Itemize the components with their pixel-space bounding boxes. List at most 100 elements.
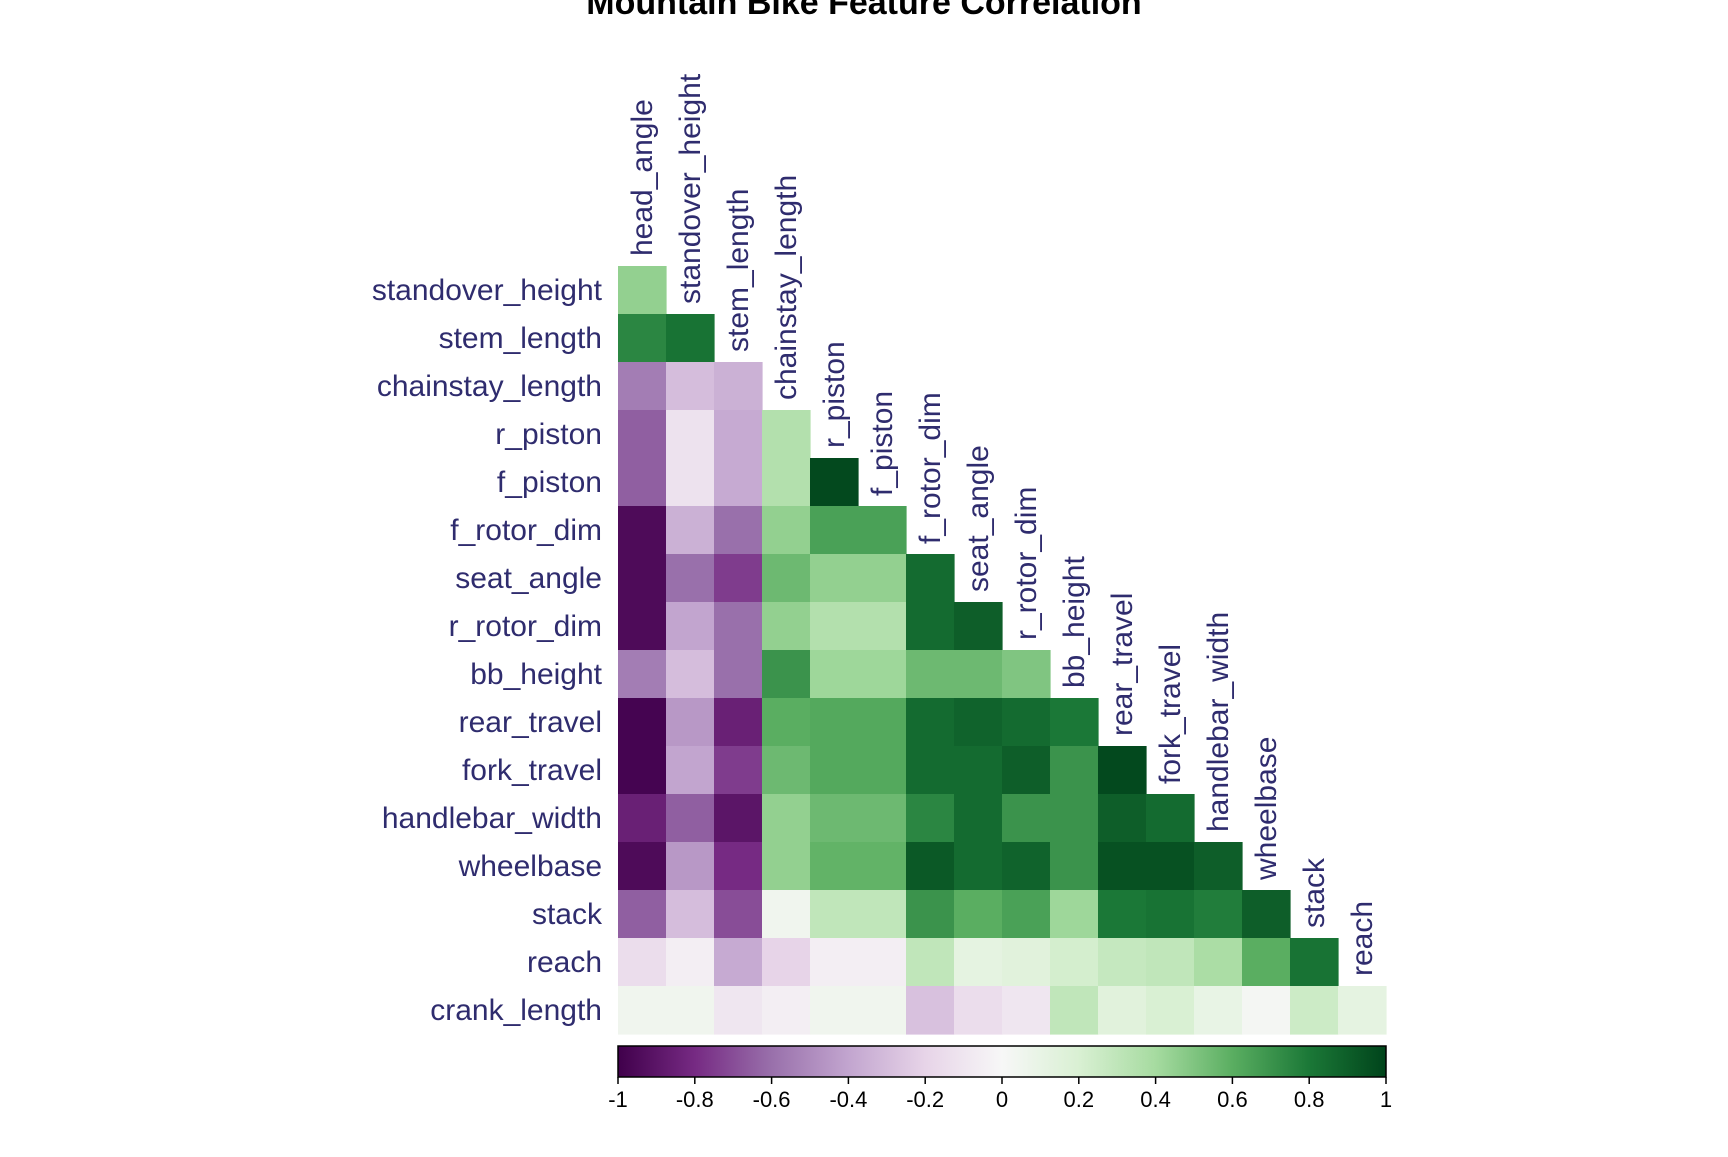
heatmap-cell (906, 650, 955, 699)
colorbar-gradient (617, 1045, 1387, 1078)
row-label: stem_length (439, 322, 602, 355)
heatmap-cell (810, 650, 859, 699)
heatmap-cell (906, 938, 955, 987)
heatmap-cell (714, 410, 763, 459)
row-label: r_piston (495, 418, 602, 451)
heatmap-cell (618, 794, 667, 843)
heatmap-cell (666, 986, 715, 1035)
column-label: stem_length (722, 189, 755, 352)
heatmap-cell (1002, 938, 1051, 987)
heatmap-cell (810, 794, 859, 843)
heatmap-cell (858, 842, 907, 891)
heatmap-cell (618, 506, 667, 555)
heatmap-cell (1242, 986, 1291, 1035)
heatmap-cell (762, 794, 811, 843)
colorbar-tick-label: 0 (996, 1087, 1008, 1112)
heatmap-cell (762, 458, 811, 507)
heatmap-cell (954, 602, 1003, 651)
heatmap-cell (714, 938, 763, 987)
heatmap-cell (1002, 842, 1051, 891)
heatmap-cell (906, 554, 955, 603)
colorbar-tick-label: -0.8 (676, 1087, 714, 1112)
heatmap-cell (618, 746, 667, 795)
heatmap-cell (1290, 986, 1339, 1035)
heatmap-cell (1050, 746, 1099, 795)
row-label: seat_angle (455, 562, 602, 595)
heatmap-cell (618, 602, 667, 651)
heatmap-cell (810, 746, 859, 795)
heatmap-cell (1146, 842, 1195, 891)
heatmap-cell (1194, 890, 1243, 939)
heatmap-cell (1242, 890, 1291, 939)
row-label: fork_travel (462, 754, 602, 787)
heatmap-cell (618, 458, 667, 507)
row-label: standover_height (372, 274, 603, 307)
heatmap-cell (1146, 794, 1195, 843)
heatmap-cell (1050, 938, 1099, 987)
heatmap-cell (666, 410, 715, 459)
heatmap-cell (810, 938, 859, 987)
heatmap-cell (1098, 890, 1147, 939)
column-label: chainstay_length (770, 175, 803, 400)
heatmap-cell (1002, 650, 1051, 699)
heatmap-cell (858, 890, 907, 939)
heatmap-cell (666, 506, 715, 555)
heatmap-cell (858, 650, 907, 699)
heatmap-cell (954, 650, 1003, 699)
heatmap-cell (1002, 698, 1051, 747)
heatmap-cell (858, 602, 907, 651)
heatmap-cell (762, 506, 811, 555)
heatmap-cell (666, 794, 715, 843)
column-label: stack (1298, 857, 1331, 928)
heatmap-cell (954, 890, 1003, 939)
heatmap-cell (618, 842, 667, 891)
heatmap-cell (1098, 842, 1147, 891)
heatmap-cell (906, 602, 955, 651)
heatmap-cell (714, 362, 763, 411)
heatmap-cell (762, 410, 811, 459)
heatmap-cell (906, 890, 955, 939)
heatmap-cell (666, 314, 715, 363)
heatmap-cell (714, 650, 763, 699)
heatmap-cell (762, 602, 811, 651)
heatmap-cell (714, 602, 763, 651)
heatmap-cell (714, 458, 763, 507)
heatmap-cell (714, 794, 763, 843)
heatmap-cell (666, 602, 715, 651)
heatmap-cell (1050, 698, 1099, 747)
heatmap-cell (666, 842, 715, 891)
heatmap-cell (810, 842, 859, 891)
row-label: crank_length (430, 994, 602, 1027)
heatmap-cell (954, 794, 1003, 843)
heatmap-cell (1098, 794, 1147, 843)
heatmap-cell (618, 266, 667, 315)
heatmap-cell (810, 986, 859, 1035)
heatmap-cell (1098, 746, 1147, 795)
colorbar-tick-label: 0.8 (1294, 1087, 1325, 1112)
heatmap-cell (906, 794, 955, 843)
heatmap-cell (762, 554, 811, 603)
row-label: f_rotor_dim (450, 514, 602, 547)
heatmap-cell (666, 698, 715, 747)
heatmap-cell (954, 746, 1003, 795)
heatmap-cell (1290, 938, 1339, 987)
column-label: fork_travel (1154, 644, 1187, 784)
heatmap-cell (618, 938, 667, 987)
heatmap-cell (858, 794, 907, 843)
column-label: r_rotor_dim (1010, 487, 1043, 640)
column-label: reach (1346, 901, 1379, 976)
heatmap-cell (858, 506, 907, 555)
heatmap-cell (1146, 938, 1195, 987)
heatmap-cell (762, 746, 811, 795)
heatmap-cell (906, 746, 955, 795)
heatmap-cell (954, 698, 1003, 747)
colorbar: -1 -0.8 -0.6 -0.4 -0.2 0 0.2 0.4 0.6 0.8 1 (608, 1045, 1392, 1112)
heatmap-cell (858, 698, 907, 747)
colorbar-tick-label: -0.2 (906, 1087, 944, 1112)
row-label: stack (532, 898, 603, 931)
heatmap-cell (1050, 842, 1099, 891)
heatmap-cell (762, 842, 811, 891)
column-label: wheelbase (1250, 737, 1283, 881)
heatmap-cell (1098, 938, 1147, 987)
